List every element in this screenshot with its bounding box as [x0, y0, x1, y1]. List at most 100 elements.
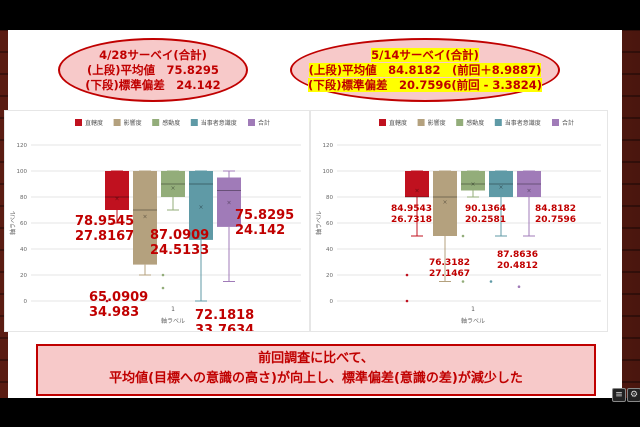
- survey-0428-summary: 4/28サーベイ(合計) (上段)平均値 75.8295 (下段)標準偏差 24…: [58, 38, 248, 102]
- legend-item-3: 当事者意識度: [494, 119, 541, 127]
- survey-0428-title: 4/28サーベイ(合計): [99, 48, 207, 62]
- box-body: [161, 171, 185, 197]
- conclusion-box: 前回調査に比べて、 平均値(目標への意識の高さ)が向上し、標準偏差(意識の差)が…: [36, 344, 596, 396]
- annotation-mean: 65.0909: [89, 290, 148, 305]
- outlier-point: [405, 299, 409, 303]
- legend-item-4: 合計: [248, 119, 270, 127]
- y-tick-label: 20: [326, 273, 333, 279]
- box-2: ×: [461, 170, 485, 283]
- boxplot-panel-0428: 直轄度 影響度 感動度 当事者意識度 合計 0 20 40 60 80 100 120 軸ラベル 1 軸ラベ…: [4, 110, 310, 338]
- legend-label: 合計: [562, 119, 574, 127]
- survey-0428-mean: (上段)平均値 75.8295: [87, 63, 219, 77]
- outlier-point: [461, 234, 465, 238]
- outlier-point: [161, 286, 165, 290]
- legend-label: 感動度: [466, 119, 484, 127]
- annotation-mean: 75.8295: [235, 208, 294, 223]
- y-tick-label: 100: [17, 169, 28, 175]
- y-axis-label: 軸ラベル: [9, 211, 17, 235]
- y-tick-label: 120: [17, 143, 28, 149]
- legend-item-1: 影響度: [113, 119, 142, 127]
- conclusion-line-2: 平均値(目標への意識の高さ)が向上し、標準偏差(意識の差)が減少した: [109, 371, 523, 386]
- x-tick-label: 1: [471, 306, 475, 313]
- legend-swatch: [248, 119, 255, 126]
- outlier-point: [405, 273, 409, 277]
- y-tick-label: 60: [20, 221, 27, 227]
- box-0: ×: [105, 170, 129, 303]
- legend-swatch: [152, 119, 160, 126]
- survey-0514-summary: 5/14サーベイ(合計) (上段)平均値 84.8182 (前回＋8.9887)…: [290, 38, 560, 102]
- boxplot-panel-0514: 直轄度 影響度 感動度 当事者意識度 合計 0 20 40 60 80 100 120 軸ラベル 1 軸ラベ…: [310, 110, 608, 332]
- box-body: [461, 171, 485, 191]
- mean-marker: ×: [414, 188, 419, 195]
- annotation-sd: 24.5133: [150, 243, 209, 258]
- box-body: [217, 177, 241, 227]
- box-3: ×: [489, 170, 513, 283]
- box-1: ×: [433, 170, 457, 282]
- mean-marker: ×: [114, 195, 119, 202]
- y-tick-label: 20: [20, 273, 27, 279]
- legend-swatch: [113, 119, 121, 126]
- survey-0514-title: 5/14サーベイ(合計): [371, 48, 479, 62]
- legend-swatch: [552, 119, 559, 126]
- mean-marker: ×: [442, 199, 447, 206]
- subtitles-button[interactable]: ≡: [612, 388, 626, 402]
- survey-0514-mean: (上段)平均値 84.8182 (前回＋8.9887): [308, 63, 542, 77]
- legend-label: 影響度: [124, 119, 142, 127]
- settings-gear-icon[interactable]: ⚙: [627, 388, 640, 402]
- box-3: ×: [189, 170, 213, 302]
- mean-marker: ×: [198, 204, 203, 211]
- legend-label: 当事者意識度: [505, 119, 541, 127]
- annotation-sd: 24.142: [235, 223, 285, 238]
- annotation-sd: 34.983: [89, 305, 139, 320]
- mean-marker: ×: [470, 181, 475, 188]
- box-1: ×: [133, 170, 157, 276]
- mean-marker: ×: [498, 184, 503, 191]
- y-tick-label: 80: [326, 195, 333, 201]
- legend-label: 当事者意識度: [201, 119, 237, 127]
- outlier-point: [517, 285, 521, 288]
- conclusion-line-1: 前回調査に比べて、: [258, 351, 374, 366]
- box-4: ×: [517, 170, 541, 288]
- annotation-mean: 84.8182: [535, 204, 576, 214]
- legend-label: 影響度: [428, 119, 446, 127]
- mean-marker: ×: [170, 185, 175, 192]
- legend-item-3: 当事者意識度: [190, 119, 237, 127]
- legend-item-0: 直轄度: [75, 119, 103, 127]
- legend-label: 感動度: [162, 119, 180, 127]
- box-body: [405, 171, 429, 197]
- y-tick-label: 100: [323, 169, 334, 175]
- annotation-sd: 27.1467: [429, 269, 470, 279]
- presentation-slide: 4/28サーベイ(合計) (上段)平均値 75.8295 (下段)標準偏差 24…: [4, 30, 622, 398]
- annotation-sd: 27.8167: [75, 229, 134, 244]
- survey-0514-sd: (下段)標準偏差 20.7596(前回 - 3.3824): [307, 78, 543, 92]
- outlier-point: [461, 280, 465, 283]
- annotation-sd: 33.7634: [195, 323, 254, 331]
- box-body: [189, 171, 213, 240]
- box-body: [517, 171, 541, 197]
- y-tick-label: 80: [20, 195, 27, 201]
- legend-item-2: 感動度: [152, 119, 180, 127]
- annotation-mean: 76.3182: [429, 258, 470, 268]
- y-tick-label: 0: [24, 299, 28, 305]
- outlier-point: [489, 280, 493, 283]
- legend-swatch: [417, 119, 425, 126]
- annotation-mean: 87.8636: [497, 250, 538, 260]
- legend-label: 直轄度: [389, 119, 407, 127]
- mean-marker: ×: [526, 188, 531, 195]
- x-tick-label: 1: [171, 306, 175, 313]
- y-tick-label: 120: [323, 143, 334, 149]
- box-body: [105, 171, 129, 210]
- annotation-mean: 87.0909: [150, 228, 209, 243]
- annotation-sd: 20.7596: [535, 215, 576, 225]
- y-tick-label: 0: [330, 299, 334, 305]
- boxplot-chart-0428: 直轄度 影響度 感動度 当事者意識度 合計 0 20 40 60 80 100 120 軸ラベル 1 軸ラベ…: [9, 119, 301, 338]
- annotation-sd: 26.7318: [391, 215, 432, 225]
- annotation-sd: 20.2581: [465, 215, 506, 225]
- survey-0428-sd: (下段)標準偏差 24.142: [85, 78, 221, 92]
- legend-swatch: [379, 119, 386, 126]
